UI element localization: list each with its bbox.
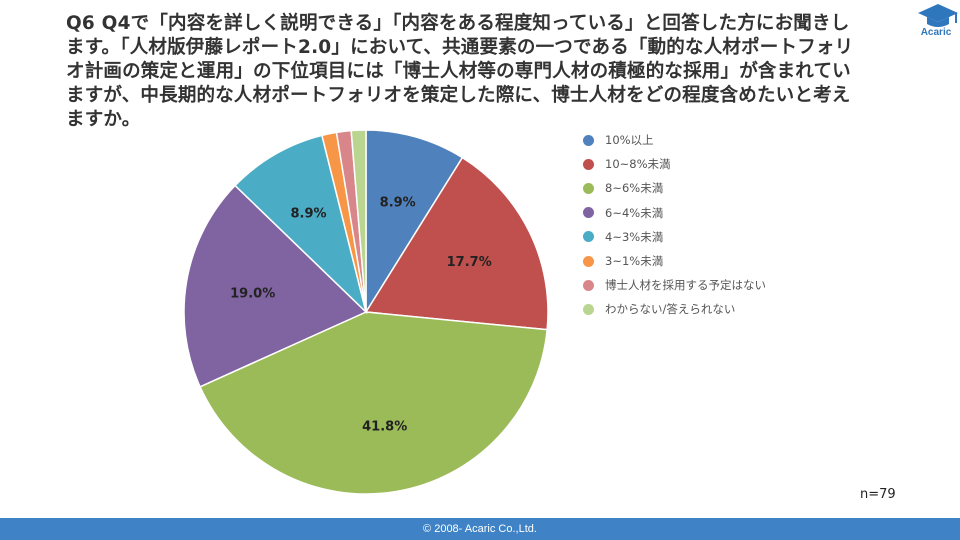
legend-label-1: 10~8%未満 [605,157,671,172]
slice-value-label-1: 17.7% [447,255,492,270]
logo-text: Acaric [920,27,952,38]
legend-item-6: 博士人材を採用する予定はない [583,273,766,297]
legend-marker-5 [583,255,594,267]
legend-item-3: 6~4%未満 [583,201,766,225]
pie-slice-7 [350,129,367,313]
legend-item-4: 4~3%未満 [583,225,766,249]
pie-slice-0 [365,129,464,315]
question-text: Q6 Q4で「内容を詳しく説明できる」「内容をある程度知っている」と回答した方に… [66,13,854,130]
legend-marker-6 [583,279,594,291]
legend-label-2: 8~6%未満 [605,181,664,196]
legend-marker-4 [583,231,594,243]
slice-value-label-3: 19.0% [230,286,275,301]
legend-item-7: わからない/答えられない [583,297,766,321]
slice-value-label-2: 41.8% [362,420,407,435]
slice-value-label-4: 8.9% [290,206,326,221]
legend-item-0: 10%以上 [583,128,766,152]
legend-label-4: 4~3%未満 [605,229,664,244]
graduation-cap-icon [918,4,958,27]
footer-bar: © 2008- Acaric Co.,Ltd. [0,518,960,540]
pie-slice-1 [364,156,549,331]
legend-marker-0 [583,134,594,146]
pie-chart: 8.9% 17.7% 41.8% 19.0% 8.9% [183,129,549,495]
slice-value-label-0: 8.9% [380,195,416,210]
legend-label-3: 6~4%未満 [605,205,664,220]
pie-slice-2 [199,311,548,495]
legend-marker-3 [583,207,594,219]
legend-item-2: 8~6%未満 [583,176,766,200]
legend-label-5: 3~1%未満 [605,254,664,269]
copyright-text: © 2008- Acaric Co.,Ltd. [423,523,537,535]
legend-label-0: 10%以上 [605,133,654,148]
sample-size: n=79 [860,487,896,502]
legend-marker-1 [583,158,594,170]
legend-item-5: 3~1%未満 [583,249,766,273]
pie-slice-4 [234,134,368,315]
legend-label-7: わからない/答えられない [605,302,736,317]
pie-slice-3 [183,184,368,388]
legend-item-1: 10~8%未満 [583,152,766,176]
legend-marker-7 [583,303,594,315]
legend-marker-2 [583,182,594,194]
chart-legend: 10%以上 10~8%未満 8~6%未満 6~4%未満 4~3%未満 3~1%未満博士人材… [583,128,766,322]
legend-label-6: 博士人材を採用する予定はない [605,278,766,293]
